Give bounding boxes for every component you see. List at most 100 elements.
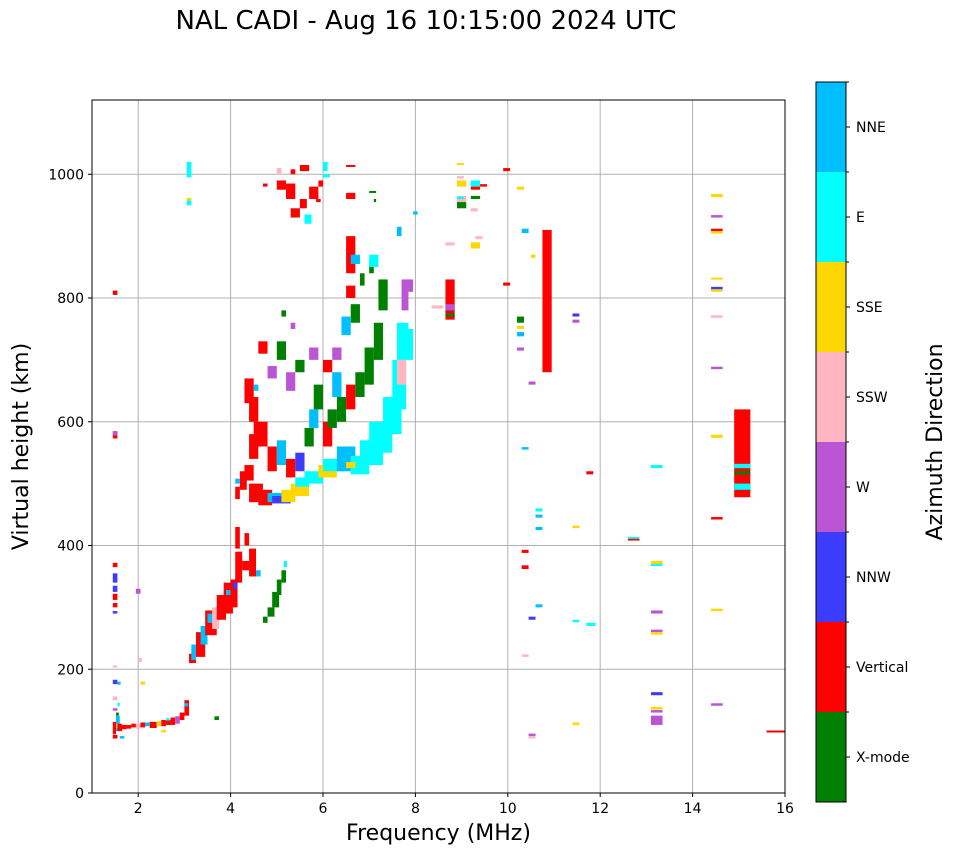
data-point-ssw bbox=[138, 658, 142, 662]
data-point-x-mode bbox=[369, 190, 377, 193]
data-point-x-mode bbox=[304, 427, 314, 447]
data-point-nne bbox=[117, 681, 121, 685]
data-point-nnw bbox=[232, 582, 238, 589]
data-point-vertical bbox=[244, 465, 254, 481]
data-point-sse bbox=[517, 186, 524, 190]
data-point-x-mode bbox=[359, 273, 365, 286]
data-point-nne bbox=[413, 211, 418, 215]
data-point-nne bbox=[225, 590, 231, 595]
y-tick-label: 800 bbox=[57, 291, 84, 307]
data-point-e bbox=[627, 536, 640, 539]
data-point-vertical bbox=[249, 548, 257, 577]
colorbar-segment-nnw bbox=[816, 532, 846, 622]
x-tick-label: 8 bbox=[411, 801, 420, 817]
data-point-x-mode bbox=[456, 202, 467, 209]
data-point-nne bbox=[332, 372, 342, 397]
data-point-vertical bbox=[117, 723, 123, 732]
data-point-x-mode bbox=[445, 313, 455, 317]
data-point-ssw bbox=[396, 359, 407, 385]
data-point-sse bbox=[470, 242, 481, 249]
data-point-nne bbox=[253, 384, 259, 391]
data-point-ssw bbox=[528, 736, 536, 739]
colorbar-label-nne: NNE bbox=[856, 120, 886, 136]
y-axis-ticks: 0 200 400 600 800 1000 bbox=[48, 167, 92, 802]
data-point-e bbox=[117, 702, 120, 707]
colorbar-segment-x-mode bbox=[816, 712, 846, 802]
data-point-x-mode bbox=[373, 322, 384, 360]
data-point-e bbox=[295, 477, 310, 487]
data-point-sse bbox=[711, 277, 723, 280]
data-point-nne bbox=[256, 570, 261, 577]
data-point-x-mode bbox=[281, 570, 287, 583]
data-point-sse bbox=[186, 197, 192, 201]
data-point-w bbox=[528, 381, 536, 385]
data-point-vertical bbox=[290, 208, 300, 218]
data-point-vertical bbox=[309, 186, 319, 199]
data-point-e bbox=[651, 465, 663, 469]
data-point-vertical bbox=[316, 199, 321, 203]
data-point-nne bbox=[341, 316, 351, 336]
data-point-sse bbox=[651, 560, 663, 565]
data-point-vertical bbox=[323, 421, 333, 447]
data-point-vertical bbox=[627, 537, 640, 541]
data-point-nne bbox=[119, 736, 125, 739]
data-point-sse bbox=[346, 461, 356, 469]
data-point-w bbox=[711, 703, 723, 706]
y-tick-label: 400 bbox=[57, 539, 84, 555]
data-point-nne bbox=[396, 226, 402, 237]
colorbar-label-x-mode: X-mode bbox=[856, 750, 910, 766]
data-point-x-mode bbox=[272, 591, 280, 608]
data-point-nne bbox=[517, 332, 524, 337]
data-point-e bbox=[456, 196, 464, 199]
data-point-x-mode bbox=[734, 471, 751, 475]
colorbar-segment-ssw bbox=[816, 352, 846, 442]
data-point-nne bbox=[200, 625, 208, 645]
data-point-w bbox=[267, 366, 277, 379]
data-point-vertical bbox=[299, 199, 307, 209]
data-point-vertical bbox=[290, 169, 296, 175]
data-point-w bbox=[309, 347, 319, 360]
data-point-vertical bbox=[249, 397, 259, 422]
data-point-sse bbox=[572, 722, 580, 725]
data-point-e bbox=[734, 463, 751, 469]
grid-lines bbox=[92, 100, 786, 794]
data-point-x-mode bbox=[355, 372, 365, 397]
data-point-x-mode bbox=[276, 579, 282, 595]
plot-frame bbox=[91, 99, 786, 794]
data-point-x-mode bbox=[470, 195, 481, 199]
data-point-nne bbox=[116, 715, 120, 732]
data-point-vertical bbox=[286, 458, 296, 478]
data-point-w bbox=[112, 708, 118, 711]
data-point-x-mode bbox=[281, 310, 287, 317]
data-point-vertical bbox=[346, 164, 356, 167]
colorbar-frame bbox=[815, 81, 847, 803]
data-point-vertical bbox=[346, 285, 356, 298]
data-point-w bbox=[408, 279, 414, 292]
data-point-vertical bbox=[179, 712, 185, 720]
data-point-ssw bbox=[112, 696, 118, 701]
data-point-e bbox=[470, 180, 481, 187]
data-point-w bbox=[517, 347, 524, 351]
data-point-nne bbox=[521, 447, 529, 450]
data-point-vertical bbox=[193, 659, 196, 664]
data-point-vertical bbox=[244, 378, 254, 404]
x-tick-label: 14 bbox=[684, 801, 702, 817]
data-point-w bbox=[401, 279, 409, 311]
data-point-sse bbox=[711, 231, 723, 234]
data-point-sse bbox=[156, 721, 162, 727]
data-point-w bbox=[332, 347, 342, 360]
data-point-vertical bbox=[258, 341, 268, 354]
data-point-sse bbox=[572, 525, 580, 529]
y-tick-label: 200 bbox=[57, 662, 84, 678]
y-tick-label: 0 bbox=[75, 786, 84, 802]
data-point-vertical bbox=[122, 724, 127, 730]
data-point-vertical bbox=[161, 719, 166, 727]
data-point-nnw bbox=[528, 616, 536, 620]
y-tick-label: 600 bbox=[57, 415, 84, 431]
data-point-ssw bbox=[212, 607, 220, 630]
data-point-vertical bbox=[711, 517, 723, 520]
data-point-vertical bbox=[237, 557, 243, 568]
data-point-vertical bbox=[734, 409, 751, 498]
data-marks bbox=[112, 161, 785, 739]
x-axis-label: Frequency (MHz) bbox=[346, 821, 531, 846]
